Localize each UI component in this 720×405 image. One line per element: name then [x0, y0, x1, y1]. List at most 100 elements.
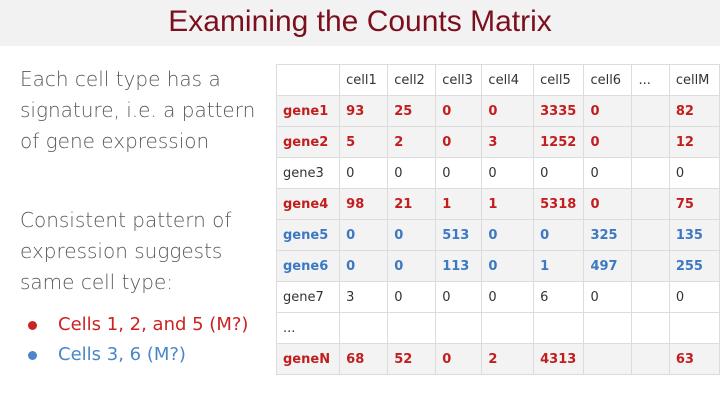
- table-cell: 3335: [533, 95, 585, 127]
- table-cell: 1252: [533, 126, 585, 158]
- table-cell: 0: [668, 157, 720, 189]
- table-cell: 6: [533, 281, 585, 313]
- header-cell2: cell2: [387, 64, 437, 96]
- table-row: gene2 5 2 0 3 1252 0 12: [275, 126, 720, 158]
- row-gene-name: geneN: [275, 343, 341, 375]
- table-cell: 325: [583, 219, 633, 251]
- bullet-item-cells-blue: Cells 3, 6 (M?): [28, 340, 248, 370]
- table-cell: [631, 126, 670, 158]
- table-cell: 2: [387, 126, 437, 158]
- header-cell3: cell3: [435, 64, 483, 96]
- table-cell: [631, 95, 670, 127]
- table-cell: 0: [435, 281, 483, 313]
- bullet-dot-icon: [28, 351, 37, 360]
- table-cell: 12: [668, 126, 720, 158]
- paragraph-consistent-pattern: Consistent pattern of expression suggest…: [20, 208, 232, 294]
- row-gene-name: ...: [275, 312, 341, 344]
- bullet-text: Cells 3, 6 (M?): [58, 344, 186, 365]
- header-cell6: cell6: [583, 64, 633, 96]
- table-cell: 497: [583, 250, 633, 282]
- bullet-list: Cells 1, 2, and 5 (M?) Cells 3, 6 (M?): [28, 310, 248, 370]
- table-cell: 0: [583, 157, 633, 189]
- table-cell: 0: [533, 157, 585, 189]
- table-cell: 93: [339, 95, 389, 127]
- row-gene-name: gene5: [275, 219, 341, 251]
- table-cell: 5: [339, 126, 389, 158]
- table-cell: [668, 312, 720, 344]
- table-cell: 0: [435, 95, 483, 127]
- table-cell: 0: [583, 126, 633, 158]
- row-gene-name: gene7: [275, 281, 341, 313]
- table-cell: [339, 312, 389, 344]
- table-cell: 0: [481, 281, 535, 313]
- header-cell4: cell4: [481, 64, 535, 96]
- table-cell: 0: [481, 250, 535, 282]
- table-cell: 0: [583, 188, 633, 220]
- table-cell: 0: [387, 219, 437, 251]
- table-cell: [533, 312, 585, 344]
- table-row: gene3 0 0 0 0 0 0 0: [275, 157, 720, 189]
- row-gene-name: gene6: [275, 250, 341, 282]
- table-cell: [631, 281, 670, 313]
- row-gene-name: gene1: [275, 95, 341, 127]
- table-row: ...: [275, 312, 720, 344]
- table-row: gene5 0 0 513 0 0 325 135: [275, 219, 720, 251]
- table-cell: 0: [533, 219, 585, 251]
- counts-matrix-table: cell1 cell2 cell3 cell4 cell5 cell6 ... …: [275, 64, 720, 375]
- table-cell: 1: [435, 188, 483, 220]
- table-cell: 0: [481, 95, 535, 127]
- table-cell: 98: [339, 188, 389, 220]
- table-cell: [631, 157, 670, 189]
- row-gene-name: gene2: [275, 126, 341, 158]
- table-cell: 0: [481, 157, 535, 189]
- bullet-text: Cells 1, 2, and 5 (M?): [58, 314, 249, 335]
- table-cell: 135: [668, 219, 720, 251]
- table-header-row: cell1 cell2 cell3 cell4 cell5 cell6 ... …: [275, 64, 720, 96]
- bullet-dot-icon: [28, 321, 37, 330]
- table-cell: 0: [583, 281, 633, 313]
- table-cell: [583, 343, 633, 375]
- table-cell: 5318: [533, 188, 585, 220]
- table-cell: 3: [481, 126, 535, 158]
- table-cell: [387, 312, 437, 344]
- table-cell: 52: [387, 343, 437, 375]
- table-cell: 2: [481, 343, 535, 375]
- table-cell: 68: [339, 343, 389, 375]
- table-cell: 63: [668, 343, 720, 375]
- table-cell: [631, 312, 670, 344]
- table-cell: 0: [435, 126, 483, 158]
- table-cell: 0: [481, 219, 535, 251]
- header-ellipsis: ...: [631, 64, 670, 96]
- header-cellM: cellM: [668, 64, 720, 96]
- table-cell: 3: [339, 281, 389, 313]
- table-cell: [631, 219, 670, 251]
- table-cell: [435, 312, 483, 344]
- table-cell: 0: [387, 157, 437, 189]
- table-cell: 0: [435, 157, 483, 189]
- table-row: geneN 68 52 0 2 4313 63: [275, 343, 720, 375]
- table-cell: 0: [339, 219, 389, 251]
- table-cell: [631, 188, 670, 220]
- table-cell: 0: [387, 250, 437, 282]
- table-cell: [583, 312, 633, 344]
- table-row: gene6 0 0 113 0 1 497 255: [275, 250, 720, 282]
- table-cell: [631, 250, 670, 282]
- header-cell5: cell5: [533, 64, 585, 96]
- table-cell: 82: [668, 95, 720, 127]
- table-cell: 25: [387, 95, 437, 127]
- row-gene-name: gene4: [275, 188, 341, 220]
- title-band: [0, 0, 720, 46]
- table-row: gene1 93 25 0 0 3335 0 82: [275, 95, 720, 127]
- table-cell: 0: [435, 343, 483, 375]
- table-cell: 0: [339, 250, 389, 282]
- table-cell: [631, 343, 670, 375]
- table-cell: 21: [387, 188, 437, 220]
- table-cell: 0: [668, 281, 720, 313]
- table-row: gene7 3 0 0 0 6 0 0: [275, 281, 720, 313]
- table-cell: 0: [387, 281, 437, 313]
- row-gene-name: gene3: [275, 157, 341, 189]
- paragraph-signature: Each cell type has a signature, i.e. a p…: [20, 67, 256, 153]
- slide-title: Examining the Counts Matrix: [168, 5, 552, 38]
- table-cell: 255: [668, 250, 720, 282]
- table-cell: 75: [668, 188, 720, 220]
